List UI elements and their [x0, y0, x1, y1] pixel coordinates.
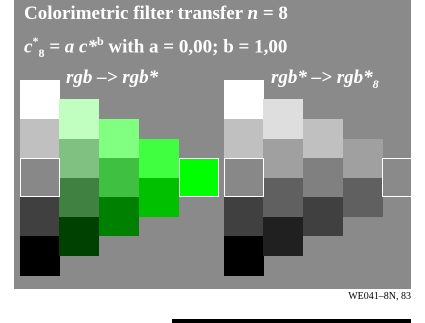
bottom-rule — [172, 319, 411, 323]
left-gray-mid-swatch — [20, 158, 60, 197]
right-gray-swatch — [224, 236, 264, 276]
right-gray-swatch — [303, 119, 343, 158]
figure-panel: Colorimetric filter transfer n = 8 c*8 =… — [14, 0, 422, 289]
right-gray-swatch — [224, 197, 264, 236]
right-gray-swatch — [224, 119, 264, 158]
left-chart-label: rgb –> rgb* — [66, 67, 159, 88]
left-green-swatch — [99, 197, 139, 236]
left-green-swatch — [139, 139, 179, 178]
title-line-2: c*8 = a c*b with a = 0,00; b = 1,00 — [24, 34, 288, 61]
left-green-swatch — [99, 119, 139, 158]
left-gray-reference-frame — [20, 158, 60, 197]
right-gray-swatch — [224, 158, 264, 197]
left-green-swatch — [179, 158, 219, 197]
left-gray-white-swatch — [20, 80, 60, 119]
left-green-reference-frame — [179, 158, 219, 197]
right-gray-swatch — [343, 178, 383, 217]
left-green-swatch — [59, 178, 99, 217]
right-gray-swatch — [263, 139, 303, 178]
right-gray-swatch — [263, 217, 303, 256]
title-line-1: Colorimetric filter transfer n = 8 — [24, 3, 288, 24]
left-green-swatch — [59, 139, 99, 178]
left-green-swatch — [59, 99, 99, 139]
left-green-swatch — [99, 158, 139, 197]
right-end-reference-frame — [382, 158, 422, 197]
left-green-swatch — [59, 217, 99, 256]
figure-code: WE041–8N, 83 — [348, 291, 411, 302]
right-gray-swatch — [303, 197, 343, 236]
right-chart-label: rgb* –> rgb*8 — [271, 67, 379, 91]
right-gray-swatch — [263, 99, 303, 139]
left-gray-light-swatch — [20, 119, 60, 158]
right-gray-swatch — [224, 80, 264, 119]
left-green-swatch — [139, 178, 179, 217]
right-gray-swatch — [303, 158, 343, 197]
right-gray-reference-frame — [224, 158, 264, 197]
left-gray-dark-swatch — [20, 197, 60, 236]
left-gray-black-swatch — [20, 236, 60, 276]
right-gray-swatch — [263, 178, 303, 217]
right-gray-swatch — [343, 139, 383, 178]
